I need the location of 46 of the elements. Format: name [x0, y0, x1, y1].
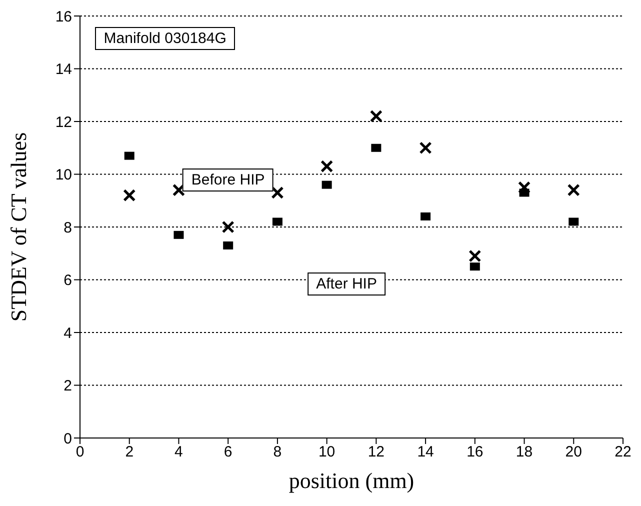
y-tick-label: 16 — [55, 8, 72, 26]
x-tick-label: 16 — [466, 444, 484, 461]
y-tick-label: 4 — [64, 324, 72, 342]
y-tick-label: 8 — [64, 219, 72, 236]
point — [223, 241, 234, 250]
point — [518, 181, 531, 194]
point — [124, 152, 134, 160]
x-tick-label: 20 — [565, 444, 582, 461]
y-tick-label: 0 — [64, 430, 72, 448]
point — [370, 110, 382, 123]
y-tick-label: 10 — [55, 166, 72, 184]
point — [222, 220, 234, 234]
point — [172, 184, 186, 196]
x-tick-label: 18 — [516, 444, 533, 461]
x-tick-label: 8 — [273, 444, 282, 461]
point — [320, 160, 334, 173]
y-tick-label: 6 — [64, 272, 72, 290]
x-tick-label: 12 — [368, 444, 385, 461]
point — [420, 212, 431, 220]
x-axis-title: position (mm) — [288, 468, 414, 493]
x-tick-label: 10 — [318, 444, 336, 461]
x-tick-label: 0 — [76, 444, 84, 461]
y-tick-label: 2 — [64, 378, 72, 395]
y-tick-label: 14 — [55, 61, 72, 78]
point — [519, 188, 530, 197]
point — [272, 218, 282, 226]
y-axis-title: STDEV of CT values — [6, 132, 31, 322]
point — [271, 186, 284, 200]
y-tick-label: 12 — [55, 114, 72, 131]
x-tick-label: 22 — [614, 444, 632, 461]
point — [468, 250, 482, 262]
point — [123, 189, 136, 202]
annotation: Manifold 030184G — [94, 26, 236, 50]
point — [371, 144, 382, 152]
x-tick-label: 14 — [417, 444, 434, 461]
point — [470, 262, 480, 271]
point — [567, 184, 580, 196]
series-label: Before HIP — [182, 168, 274, 192]
point — [419, 142, 432, 154]
x-tick-label: 4 — [174, 444, 183, 461]
point — [322, 180, 332, 189]
x-tick-label: 2 — [125, 444, 134, 461]
x-tick-label: 6 — [224, 444, 232, 461]
point — [568, 218, 579, 226]
text: After HIP — [307, 272, 386, 296]
point — [174, 230, 184, 239]
